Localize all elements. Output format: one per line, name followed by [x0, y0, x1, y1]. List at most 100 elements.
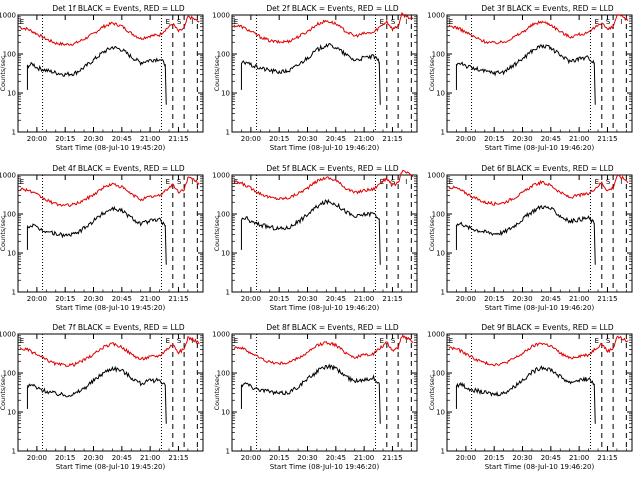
plot-frame: [446, 174, 633, 293]
y-tick-label: 100: [432, 370, 445, 378]
lld-series-line: [233, 169, 414, 201]
x-tick-label: 20:15: [55, 295, 75, 303]
marker-letter: I: [405, 337, 407, 345]
x-axis-start-time: Start Time (08-Jul-10 19:46:20): [270, 304, 380, 312]
x-axis-start-time: Start Time (08-Jul-10 19:45:20): [56, 144, 166, 152]
x-tick-label: 21:00: [354, 454, 374, 462]
marker-letter-start: E: [20, 337, 24, 345]
events-series-line: [26, 205, 166, 239]
marker-letter-start: E: [234, 18, 238, 26]
lld-series-line: [233, 334, 414, 366]
y-tick-label: 10: [7, 409, 16, 417]
marker-letter: I: [620, 178, 622, 186]
y-axis-label: Counts/sec: [213, 55, 221, 91]
lld-series-line: [448, 335, 629, 367]
marker-letter: E: [380, 178, 384, 186]
x-tick-label: 20:15: [269, 454, 289, 462]
x-tick-label: 20:00: [241, 454, 261, 462]
marker-letter: E: [380, 337, 384, 345]
marker-letter: I: [191, 178, 193, 186]
x-tick-label: 21:00: [569, 135, 589, 143]
y-tick-label: 100: [217, 51, 230, 59]
y-tick-label: 100: [217, 211, 230, 219]
x-tick-label: 21:15: [382, 454, 402, 462]
x-tick-label: 21:15: [597, 135, 617, 143]
marker-letter: E: [166, 18, 170, 26]
y-tick-label: 1: [12, 289, 16, 297]
marker-letter: E: [595, 18, 599, 26]
x-tick-label: 21:15: [382, 295, 402, 303]
y-axis-label: Counts/sec: [213, 215, 221, 251]
marker-letter: S: [606, 18, 611, 26]
marker-letter: S: [391, 337, 396, 345]
events-series-line: [240, 363, 380, 396]
marker-letter: S: [606, 337, 611, 345]
lld-series-line: [19, 176, 200, 208]
y-tick-label: 10: [436, 90, 445, 98]
y-tick-label: 10: [7, 90, 16, 98]
panel-det-9: Det 9f BLACK = Events, RED = LLD 1 10 100 10…: [427, 323, 633, 471]
x-tick-label: 20:00: [241, 135, 261, 143]
panel-title: Det 3f BLACK = Events, RED = LLD: [481, 4, 614, 13]
y-tick-label: 100: [3, 211, 16, 219]
x-tick-label: 20:45: [541, 454, 561, 462]
marker-letter-start: E: [449, 18, 453, 26]
y-axis-label: Counts/sec: [0, 55, 7, 91]
x-tick-label: 20:30: [512, 454, 532, 462]
plot-frame: [231, 174, 418, 293]
marker-letter: I: [405, 18, 407, 26]
marker-letter-start: E: [234, 178, 238, 186]
plot-frame: [231, 333, 418, 452]
x-tick-label: 20:30: [83, 135, 103, 143]
y-tick-label: 100: [432, 211, 445, 219]
x-tick-label: 20:30: [83, 454, 103, 462]
x-tick-label: 20:00: [27, 295, 47, 303]
x-tick-label: 21:15: [168, 295, 188, 303]
plot-frame: [446, 333, 633, 452]
marker-letter: I: [405, 178, 407, 186]
marker-letter: E: [595, 337, 599, 345]
x-tick-label: 20:30: [83, 295, 103, 303]
plot-frame: [446, 14, 633, 133]
lld-series-line: [19, 336, 200, 368]
x-axis-start-time: Start Time (08-Jul-10 19:45:20): [56, 463, 166, 471]
y-tick-label: 10: [436, 250, 445, 258]
events-series-drop: [593, 223, 596, 265]
plot-frame: [17, 333, 204, 452]
x-tick-label: 20:45: [112, 295, 132, 303]
lld-series-line: [448, 13, 629, 45]
marker-letter: I: [191, 337, 193, 345]
events-series-line: [26, 365, 166, 398]
events-series-drop: [378, 383, 381, 424]
panel-title: Det 6f BLACK = Events, RED = LLD: [481, 164, 614, 173]
panel-det-2: Det 2f BLACK = Events, RED = LLD 1 10 100 10…: [212, 4, 418, 152]
y-tick-label: 10: [221, 250, 230, 258]
x-tick-label: 21:15: [168, 454, 188, 462]
x-axis-start-time: Start Time (08-Jul-10 19:46:20): [270, 144, 380, 152]
x-tick-label: 21:15: [382, 135, 402, 143]
x-tick-label: 20:15: [484, 135, 504, 143]
x-tick-label: 20:00: [456, 454, 476, 462]
events-series-drop: [164, 64, 167, 105]
x-axis-start-time: Start Time (08-Jul-10 19:46:20): [270, 463, 380, 471]
lld-series-line: [19, 15, 200, 46]
x-tick-label: 21:00: [354, 295, 374, 303]
panel-title: Det 5f BLACK = Events, RED = LLD: [266, 164, 399, 173]
events-series-line: [455, 43, 595, 77]
panel-det-8: Det 8f BLACK = Events, RED = LLD 1 10 100 10…: [212, 323, 418, 471]
x-axis-start-time: Start Time (08-Jul-10 19:45:20): [56, 304, 166, 312]
x-tick-label: 20:45: [326, 135, 346, 143]
y-tick-label: 1000: [0, 331, 16, 339]
x-tick-label: 20:45: [541, 135, 561, 143]
x-tick-label: 20:15: [55, 454, 75, 462]
x-tick-label: 21:00: [354, 135, 374, 143]
plot-frame: [17, 174, 204, 293]
events-series-drop: [164, 224, 167, 265]
x-tick-label: 20:00: [456, 135, 476, 143]
marker-letter-start: E: [20, 18, 24, 26]
x-tick-label: 21:15: [597, 295, 617, 303]
events-series-line: [455, 205, 595, 237]
x-tick-label: 21:15: [168, 135, 188, 143]
x-tick-label: 20:45: [326, 454, 346, 462]
